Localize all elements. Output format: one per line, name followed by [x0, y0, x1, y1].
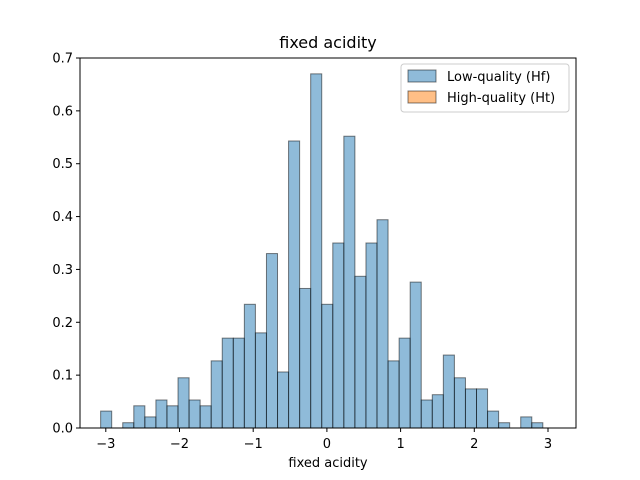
legend-box [400, 63, 570, 113]
histogram-bar [442, 354, 455, 429]
plot-frame [79, 57, 577, 429]
x-tick-label: 2 [470, 437, 478, 452]
histogram-bar [398, 337, 411, 429]
legend: Low-quality (Hf) High-quality (Ht) [400, 63, 570, 113]
y-tick-label: 0.0 [52, 422, 73, 437]
legend-swatch-high [407, 90, 437, 104]
histogram-bar [453, 377, 466, 429]
histogram-bar [476, 388, 489, 429]
histogram-bar [498, 422, 511, 429]
y-tick-label: 0.1 [52, 369, 73, 384]
histogram-bar [354, 275, 367, 429]
y-tick-label: 0.7 [52, 52, 73, 67]
histogram-bar [166, 405, 179, 429]
histogram-bar [133, 405, 146, 429]
x-tick-label: 3 [544, 437, 552, 452]
histogram-bar [155, 399, 168, 429]
histogram-bar [254, 332, 267, 429]
histogram-bar [310, 73, 323, 429]
histogram-bar [188, 399, 201, 429]
legend-label-low: Low-quality (Hf) [447, 70, 550, 85]
histogram-bar [376, 219, 389, 429]
histogram-bar [343, 135, 356, 429]
histogram-bar [265, 253, 279, 429]
histogram-bar [464, 388, 478, 429]
histogram-bar [520, 416, 533, 429]
histogram-bar [210, 360, 223, 429]
x-axis-ticks: −3 −2 −1 0 1 2 3 [96, 428, 552, 452]
x-tick-label: −2 [170, 437, 189, 452]
histogram-bar [487, 410, 500, 429]
histogram-bar [177, 377, 190, 429]
y-tick-label: 0.6 [52, 104, 73, 119]
x-tick-label: 1 [396, 437, 404, 452]
histogram-bar [365, 242, 378, 429]
histogram-bar [409, 281, 422, 429]
histogram-bar [431, 394, 444, 429]
x-tick-label: −1 [244, 437, 263, 452]
x-axis-label: fixed acidity [288, 456, 368, 471]
legend-swatch-low [407, 69, 437, 83]
histogram-bars [100, 73, 544, 429]
legend-label-high: High-quality (Ht) [447, 91, 555, 106]
histogram-bar [122, 422, 135, 429]
histogram-bar [232, 337, 245, 429]
histogram-bar [100, 410, 113, 429]
histogram-bar [531, 422, 544, 429]
histogram-bar [243, 303, 256, 429]
histogram-bar [221, 337, 234, 429]
y-tick-label: 0.4 [52, 210, 73, 225]
y-axis-ticks: 0.0 0.1 0.2 0.3 0.4 0.5 0.6 0.7 [52, 52, 80, 437]
y-tick-label: 0.5 [52, 157, 73, 172]
chart-title: fixed acidity [279, 33, 377, 52]
histogram-bar [199, 405, 212, 429]
x-tick-label: 0 [323, 437, 331, 452]
y-tick-label: 0.2 [52, 316, 73, 331]
histogram-bar [420, 399, 433, 429]
y-tick-label: 0.3 [52, 263, 73, 278]
histogram-bar [288, 140, 301, 429]
histogram-bar [144, 416, 157, 429]
x-tick-label: −3 [96, 437, 115, 452]
histogram-bar [277, 371, 290, 429]
histogram-bar [332, 242, 345, 429]
histogram-bar [321, 303, 334, 429]
histogram-bar [299, 287, 312, 429]
histogram-bar [387, 360, 400, 429]
